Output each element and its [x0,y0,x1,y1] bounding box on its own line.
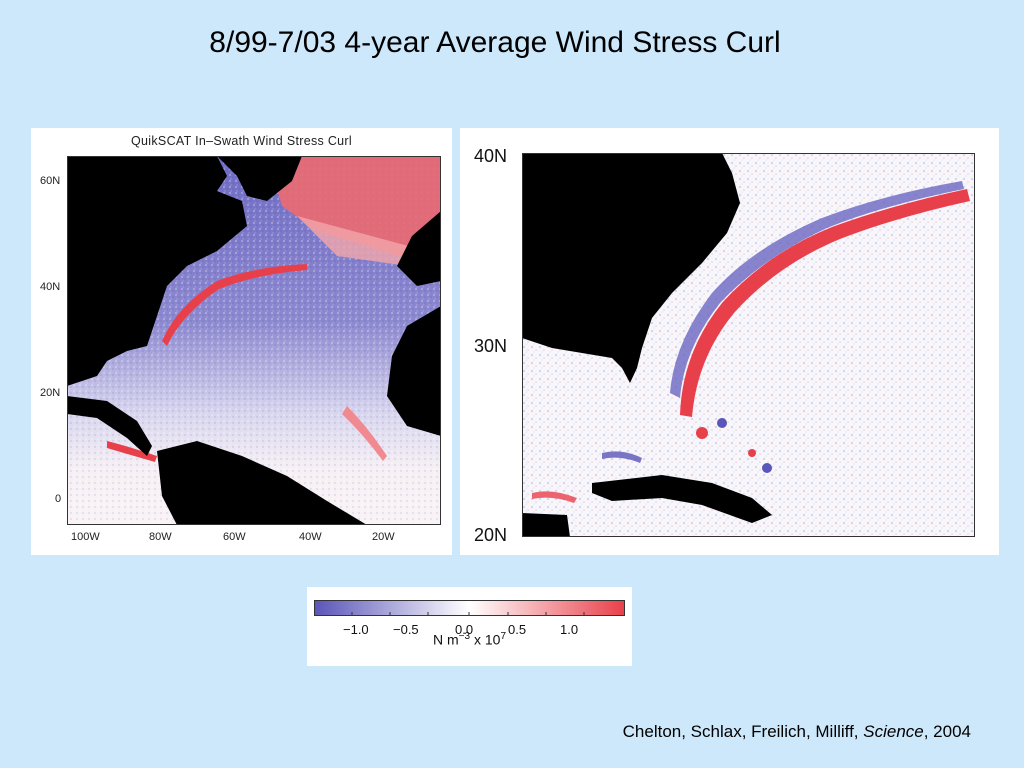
north-atlantic-curl-map [67,156,441,525]
right-lat-label-20n: 20N [474,525,508,545]
right-map-panel: 40N 30N 20N [460,128,999,555]
left-lon-label-100w: 100W [71,531,100,543]
slide-title: 8/99-7/03 4-year Average Wind Stress Cur… [209,26,781,59]
colorbar-legend: −1.0 −0.5 0.0 0.5 1.0 N m−3 x 107 [307,587,632,666]
citation-authors: Chelton, Schlax, Freilich, Milliff, [622,722,864,741]
left-lat-label-20n: 20N [40,387,61,399]
left-map-panel: QuikSCAT In–Swath Wind Stress Curl [31,128,452,555]
left-lat-label-60n: 60N [40,175,61,187]
right-lat-label-40n: 40N [474,146,508,166]
left-lon-label-80w: 80W [149,531,172,543]
units-prefix: N m [433,631,459,648]
colorbar-tick-0: 0.0 [455,622,474,637]
colorbar-tick-05: 0.5 [508,622,527,637]
colorbar-tick-neg1: −1.0 [343,622,369,637]
left-lon-label-60w: 60W [223,531,246,543]
gulf-stream-curl-map [522,153,975,537]
colorbar-units: N m−3 x 107 [307,631,632,648]
colorbar-gradient [314,600,625,616]
left-lat-label-0: 0 [55,493,62,505]
colorbar-tick-neg05: −0.5 [393,622,419,637]
citation: Chelton, Schlax, Freilich, Milliff, Scie… [623,722,971,742]
units-exponent-2: 7 [500,631,506,642]
right-lat-label-30n: 30N [474,336,508,356]
left-map-title: QuikSCAT In–Swath Wind Stress Curl [131,134,352,148]
units-mid: x 10 [470,631,501,648]
citation-year: , 2004 [923,722,971,741]
citation-journal: Science [863,722,924,741]
units-exponent-1: −3 [458,631,471,642]
left-lon-label-40w: 40W [299,531,322,543]
left-lat-label-40n: 40N [40,281,61,293]
left-lon-label-20w: 20W [372,531,395,543]
colorbar-tick-1: 1.0 [560,622,579,637]
